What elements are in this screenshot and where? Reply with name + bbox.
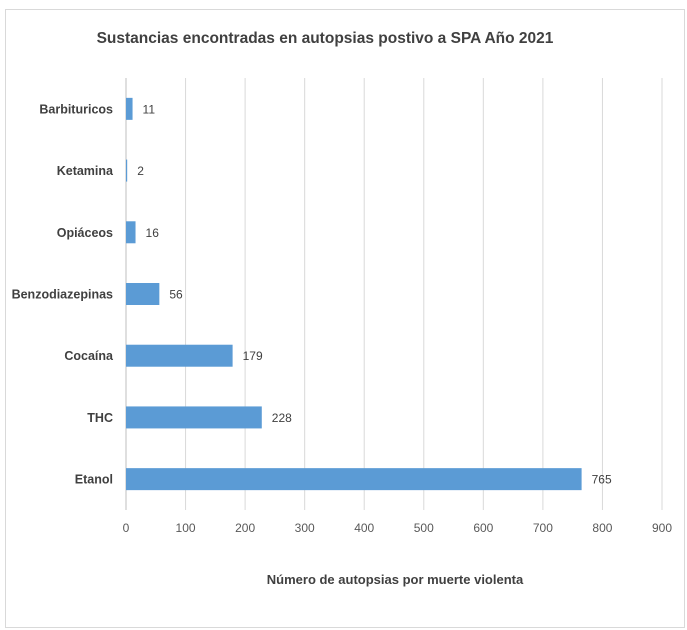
x-tick-label: 300 — [295, 521, 315, 535]
x-axis-label: Número de autopsias por muerte violenta — [266, 572, 524, 587]
data-label: 16 — [146, 226, 160, 240]
category-label: Benzodiazepinas — [12, 288, 113, 302]
data-label: 179 — [243, 349, 263, 363]
data-label: 765 — [592, 473, 612, 487]
x-tick-label: 500 — [414, 521, 434, 535]
category-label: Opiáceos — [57, 226, 113, 240]
bar — [126, 344, 233, 367]
x-tick-label: 200 — [235, 521, 255, 535]
data-label: 2 — [137, 164, 144, 178]
category-label: Cocaína — [64, 349, 114, 363]
x-tick-label: 0 — [123, 521, 130, 535]
bar — [126, 221, 136, 244]
category-label: THC — [87, 411, 113, 425]
data-label: 228 — [272, 411, 292, 425]
x-tick-label: 600 — [473, 521, 493, 535]
data-label: 56 — [169, 288, 183, 302]
x-tick-label: 100 — [176, 521, 196, 535]
bar — [126, 159, 128, 182]
x-tick-label: 700 — [533, 521, 553, 535]
data-label: 11 — [143, 102, 156, 116]
bar — [126, 97, 133, 120]
bar — [126, 468, 582, 491]
chart-frame — [5, 9, 685, 628]
x-tick-label: 800 — [592, 521, 612, 535]
category-label: Etanol — [75, 473, 113, 487]
bar — [126, 283, 160, 305]
x-tick-label: 900 — [652, 521, 672, 535]
chart-title: Sustancias encontradas en autopsias post… — [96, 30, 554, 47]
category-label: Barbituricos — [39, 102, 113, 116]
bar — [126, 406, 262, 429]
category-label: Ketamina — [57, 164, 114, 178]
x-tick-label: 400 — [354, 521, 374, 535]
